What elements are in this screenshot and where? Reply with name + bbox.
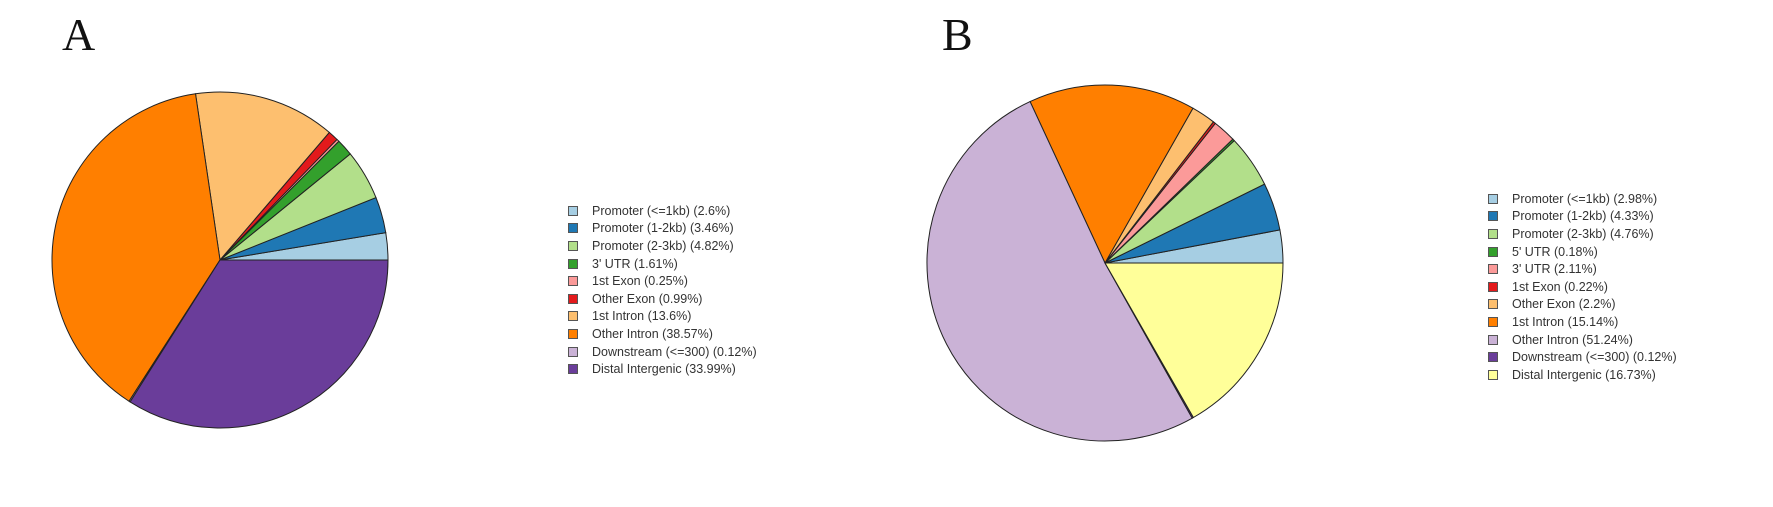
legend-label: Downstream (<=300) (0.12%) xyxy=(1512,350,1677,365)
legend-label: Distal Intergenic (16.73%) xyxy=(1512,367,1656,382)
legend-swatch xyxy=(1488,369,1498,380)
pie-chart-a xyxy=(51,91,389,429)
legend-b: Promoter (<=1kb) (2.98%) Promoter (1-2kb)… xyxy=(1488,190,1677,384)
legend-item: Promoter (1-2kb) (4.33%) xyxy=(1488,208,1677,226)
legend-label: Promoter (<=1kb) (2.98%) xyxy=(1512,191,1658,206)
legend-swatch xyxy=(568,276,578,287)
legend-item: 1st Intron (15.14%) xyxy=(1488,313,1677,331)
panel-label-b: B xyxy=(942,9,973,60)
legend-a: Promoter (<=1kb) (2.6%) Promoter (1-2kb) … xyxy=(568,202,757,378)
legend-item: 3' UTR (1.61%) xyxy=(568,255,757,273)
legend-label: 3' UTR (2.11%) xyxy=(1512,262,1597,277)
pie-slice-0-9 xyxy=(129,259,389,429)
legend-item: Promoter (<=1kb) (2.6%) xyxy=(568,202,757,220)
legend-label: 1st Intron (13.6%) xyxy=(592,309,692,324)
legend-item: Other Intron (38.57%) xyxy=(568,325,757,343)
pie-slice-1-7 xyxy=(1029,84,1194,265)
legend-item: Downstream (<=300) (0.12%) xyxy=(1488,348,1677,366)
legend-item: Promoter (1-2kb) (3.46%) xyxy=(568,220,757,238)
legend-label: 3' UTR (1.61%) xyxy=(592,256,678,271)
legend-item: 5' UTR (0.18%) xyxy=(1488,243,1677,261)
panel-label-a: A xyxy=(62,9,96,60)
pie-slice-1-10 xyxy=(1104,262,1284,419)
legend-swatch xyxy=(568,293,578,304)
legend-swatch xyxy=(1488,246,1498,257)
legend-swatch xyxy=(1488,264,1498,275)
legend-swatch xyxy=(1488,299,1498,310)
legend-item: Other Exon (0.99%) xyxy=(568,290,757,308)
legend-swatch xyxy=(1488,352,1498,363)
legend-swatch xyxy=(1488,281,1498,292)
legend-item: 1st Exon (0.22%) xyxy=(1488,278,1677,296)
legend-label: Other Exon (0.99%) xyxy=(592,291,703,306)
legend-item: Promoter (<=1kb) (2.98%) xyxy=(1488,190,1677,208)
legend-label: 5' UTR (0.18%) xyxy=(1512,244,1598,259)
legend-item: 1st Intron (13.6%) xyxy=(568,308,757,326)
legend-label: Promoter (1-2kb) (4.33%) xyxy=(1512,209,1654,224)
legend-item: Other Exon (2.2%) xyxy=(1488,296,1677,314)
legend-item: Promoter (2-3kb) (4.76%) xyxy=(1488,225,1677,243)
legend-swatch xyxy=(568,364,578,375)
legend-swatch xyxy=(568,258,578,269)
legend-item: Other Intron (51.24%) xyxy=(1488,331,1677,349)
legend-label: 1st Exon (0.25%) xyxy=(592,274,688,289)
pie-slice-1-8 xyxy=(926,100,1193,442)
legend-swatch xyxy=(568,223,578,234)
legend-swatch xyxy=(1488,316,1498,327)
legend-item: 1st Exon (0.25%) xyxy=(568,272,757,290)
legend-label: Other Intron (38.57%) xyxy=(592,326,713,341)
legend-label: Other Exon (2.2%) xyxy=(1512,297,1616,312)
legend-swatch xyxy=(1488,211,1498,222)
legend-label: Promoter (<=1kb) (2.6%) xyxy=(592,203,731,218)
legend-label: Other Intron (51.24%) xyxy=(1512,332,1633,347)
legend-label: Distal Intergenic (33.99%) xyxy=(592,362,736,377)
pie-chart-b xyxy=(926,84,1284,442)
legend-label: Promoter (2-3kb) (4.82%) xyxy=(592,238,734,253)
legend-item: Promoter (2-3kb) (4.82%) xyxy=(568,237,757,255)
panel-a: A Promoter (<=1kb) (2.6%) Promoter (1-2kb… xyxy=(0,0,880,507)
legend-item: Distal Intergenic (33.99%) xyxy=(568,360,757,378)
legend-label: Downstream (<=300) (0.12%) xyxy=(592,344,757,359)
legend-swatch xyxy=(568,311,578,322)
legend-swatch xyxy=(568,205,578,216)
legend-label: Promoter (1-2kb) (3.46%) xyxy=(592,221,734,236)
legend-item: Distal Intergenic (16.73%) xyxy=(1488,366,1677,384)
legend-swatch xyxy=(568,346,578,357)
panel-b: B Promoter (<=1kb) (2.98%) Promoter (1-2k… xyxy=(880,0,1773,507)
pie-slice-0-6 xyxy=(194,91,330,262)
legend-item: Downstream (<=300) (0.12%) xyxy=(568,343,757,361)
legend-swatch xyxy=(1488,228,1498,239)
legend-swatch xyxy=(568,240,578,251)
legend-swatch xyxy=(568,328,578,339)
legend-label: Promoter (2-3kb) (4.76%) xyxy=(1512,226,1654,241)
legend-item: 3' UTR (2.11%) xyxy=(1488,260,1677,278)
legend-swatch xyxy=(1488,334,1498,345)
legend-label: 1st Intron (15.14%) xyxy=(1512,314,1619,329)
legend-label: 1st Exon (0.22%) xyxy=(1512,279,1608,294)
legend-swatch xyxy=(1488,193,1498,204)
